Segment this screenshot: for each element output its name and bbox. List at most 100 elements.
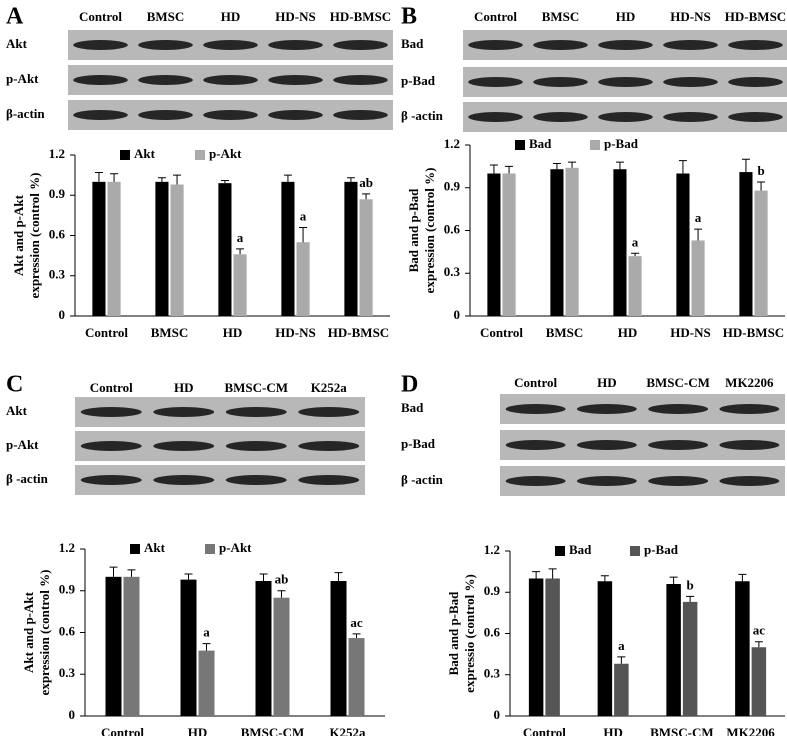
lane-label: HD-BMSC	[330, 9, 391, 24]
y-axis-title-line: Bad and p-Bad	[406, 188, 421, 273]
blot-band	[153, 441, 215, 451]
y-axis-title: Akt and p-Aktexpression (control %)	[11, 173, 42, 299]
bar	[155, 181, 169, 316]
error-bar	[600, 575, 609, 582]
x-tick-label: BMSC	[151, 325, 189, 340]
lane-label: BMSC-CM	[646, 375, 710, 390]
blot-row-label: Bad	[401, 36, 424, 51]
bar	[107, 181, 121, 316]
y-tick-label: 0.6	[49, 226, 66, 241]
blot-band	[80, 407, 142, 417]
bar	[92, 181, 106, 316]
panel: B Control BMSC HD HD-NS HD-BMSC Bad p-Bad β -act…	[401, 4, 787, 340]
y-tick-label: 0.9	[484, 583, 501, 598]
bar	[170, 184, 184, 316]
blot-band	[203, 110, 258, 120]
x-tick-label: HD-NS	[275, 325, 315, 340]
blot-row-label: p-Bad	[401, 436, 436, 451]
lane-label: BMSC-CM	[224, 380, 288, 395]
y-tick-label: 1.2	[49, 146, 65, 161]
legend-label: Akt	[134, 146, 156, 161]
significance-label: b	[687, 577, 694, 592]
blot-band	[73, 40, 128, 50]
legend-swatch	[205, 544, 215, 554]
y-tick-label: 0	[69, 707, 76, 722]
lane-label: HD-BMSC	[725, 9, 786, 24]
y-tick-label: 0.3	[444, 264, 461, 279]
bar	[348, 638, 365, 716]
error-bar	[694, 228, 703, 241]
x-tick-label: HD-BMSC	[723, 325, 784, 340]
blot-band	[73, 110, 128, 120]
blot-band	[468, 112, 523, 122]
error-bar	[669, 576, 678, 584]
blot-band	[225, 407, 287, 417]
significance-label: ac	[753, 623, 766, 638]
bar	[614, 663, 629, 716]
error-bar	[202, 643, 211, 651]
y-tick-label: 0.6	[444, 221, 461, 236]
significance-label: a	[695, 210, 702, 225]
legend-swatch	[515, 140, 525, 150]
blot-row-label: p-Akt	[6, 71, 39, 86]
blot-band	[468, 40, 523, 50]
x-tick-label: HD	[188, 725, 208, 736]
x-tick-label: Control	[101, 725, 144, 736]
legend-label: p-Akt	[209, 146, 242, 161]
error-bar	[754, 641, 763, 648]
lane-label: Control	[514, 375, 557, 390]
blot-band	[505, 476, 566, 486]
legend-label: p-Bad	[644, 542, 679, 557]
blot-band	[80, 475, 142, 485]
error-bar	[548, 568, 557, 579]
error-bar	[184, 573, 193, 580]
blot-band	[719, 404, 780, 414]
y-tick-label: 0	[59, 307, 66, 322]
error-bar	[686, 595, 695, 602]
error-bar	[259, 573, 268, 582]
error-bar	[127, 569, 136, 577]
bar	[198, 650, 215, 716]
blot-row-label: p-Akt	[6, 437, 39, 452]
blot-band	[505, 404, 566, 414]
x-tick-label: HD	[223, 325, 243, 340]
x-tick-label: Control	[85, 325, 128, 340]
bar	[751, 647, 767, 716]
legend-label: Bad	[529, 136, 552, 151]
blot-band	[153, 407, 215, 417]
error-bar	[236, 248, 245, 255]
significance-label: a	[237, 230, 244, 245]
blot-row-label: β -actin	[6, 471, 49, 486]
y-axis-title: Bad and p-Badexpression (control %)	[406, 168, 437, 294]
bar	[735, 581, 750, 716]
x-tick-label: BMSC	[546, 325, 584, 340]
error-bar	[110, 173, 119, 182]
bar	[739, 172, 753, 316]
blot-band	[728, 77, 783, 87]
significance-label: ab	[275, 572, 289, 587]
blot-band	[648, 404, 709, 414]
blot-band	[225, 441, 287, 451]
y-tick-label: 0.6	[484, 624, 501, 639]
blot-band	[719, 476, 780, 486]
blot-band	[576, 476, 637, 486]
legend-swatch	[590, 140, 600, 150]
bar	[502, 173, 516, 316]
y-tick-label: 0.3	[59, 665, 76, 680]
y-axis-title-line: expressio (control %)	[462, 574, 477, 693]
y-axis-title-line: Bad and p-Bad	[446, 591, 461, 676]
error-bar	[757, 181, 766, 191]
lane-label: HD-NS	[275, 9, 315, 24]
bar	[597, 581, 613, 716]
bar	[691, 240, 705, 316]
blot-band	[728, 112, 783, 122]
bar	[330, 581, 347, 716]
significance-label: b	[757, 163, 764, 178]
blot-band	[333, 110, 388, 120]
error-bar	[94, 171, 103, 182]
blot-band	[533, 40, 588, 50]
lane-label: HD	[597, 375, 617, 390]
y-axis-title: Akt and p-Aktexpression (control %)	[21, 570, 52, 696]
panel-letter: A	[6, 4, 24, 30]
